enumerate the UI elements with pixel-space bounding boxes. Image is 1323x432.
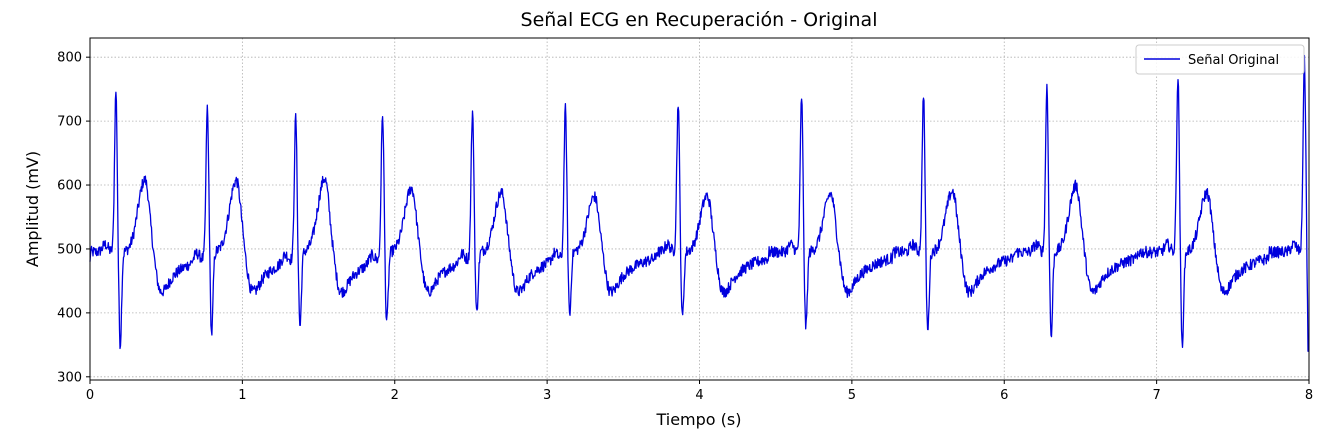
legend: Señal Original <box>1135 44 1305 75</box>
x-tick-label: 6 <box>1000 388 1008 403</box>
x-tick-label: 1 <box>238 388 246 403</box>
y-axis-label: Amplitud (mV) <box>23 151 42 267</box>
y-tick-label: 300 <box>57 370 82 385</box>
y-tick-label: 500 <box>57 242 82 257</box>
x-tick-label: 2 <box>391 388 399 403</box>
x-tick-label: 0 <box>86 388 94 403</box>
x-tick-label: 3 <box>543 388 551 403</box>
y-tick-label: 700 <box>57 115 82 130</box>
series-layer <box>89 54 1310 352</box>
x-tick-label: 8 <box>1305 388 1313 403</box>
x-axis-label: Tiempo (s) <box>655 410 741 429</box>
x-tick-label: 4 <box>695 388 703 403</box>
legend-label: Señal Original <box>1188 53 1279 68</box>
y-tick-label: 800 <box>57 51 82 66</box>
y-axis: 300 400 500 600 700 800 <box>57 51 90 385</box>
x-tick-label: 7 <box>1152 388 1160 403</box>
legend-box <box>1135 44 1305 75</box>
x-tick-label: 5 <box>848 388 856 403</box>
y-tick-label: 600 <box>57 179 82 194</box>
y-tick-label: 400 <box>57 306 82 321</box>
grid <box>89 38 1310 380</box>
x-axis: 0 1 2 3 4 5 6 7 8 <box>86 380 1313 403</box>
series-line-senal-original <box>89 54 1310 352</box>
chart-title: Señal ECG en Recuperación - Original <box>521 9 878 31</box>
